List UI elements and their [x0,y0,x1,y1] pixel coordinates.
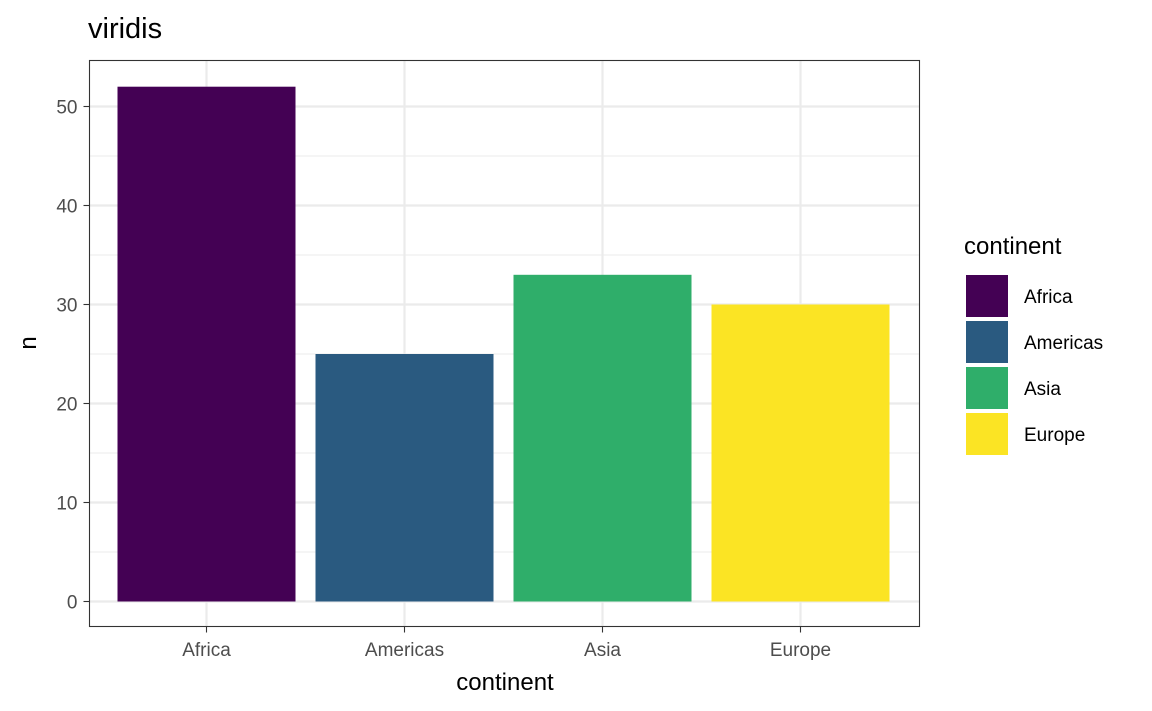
y-axis-title: n [15,336,42,349]
x-tick-label: Europe [770,640,831,661]
legend-key-africa [966,275,1008,317]
y-tick-label: 20 [56,395,77,416]
bar-africa [117,86,296,602]
bar-americas [315,354,494,602]
y-tick-label: 30 [56,296,77,317]
x-tick-label: Africa [182,640,231,661]
x-tick-label: Americas [365,640,444,661]
legend: continent Africa Americas Asia Europe [964,233,1103,455]
y-tick-label: 40 [56,197,77,218]
y-tick-label: 50 [56,98,77,119]
x-axis-title: continent [456,669,554,696]
legend-label-europe: Europe [1024,425,1085,446]
legend-label-africa: Africa [1024,287,1073,308]
bar-europe [711,304,890,602]
legend-label-americas: Americas [1024,333,1103,354]
chart-title: viridis [88,13,162,45]
bar-asia [513,274,692,602]
legend-key-asia [966,367,1008,409]
panel-border [88,59,921,628]
x-axis: Africa Americas Asia Europe [182,626,831,661]
y-tick-label: 10 [56,494,77,515]
legend-label-asia: Asia [1024,379,1061,400]
y-tick-label: 0 [67,593,78,614]
bar-layer [117,86,890,602]
y-axis: 0 10 20 30 40 50 [56,98,90,614]
x-tick-label: Asia [584,640,621,661]
legend-title: continent [964,233,1062,260]
legend-key-europe [966,413,1008,455]
legend-key-americas [966,321,1008,363]
